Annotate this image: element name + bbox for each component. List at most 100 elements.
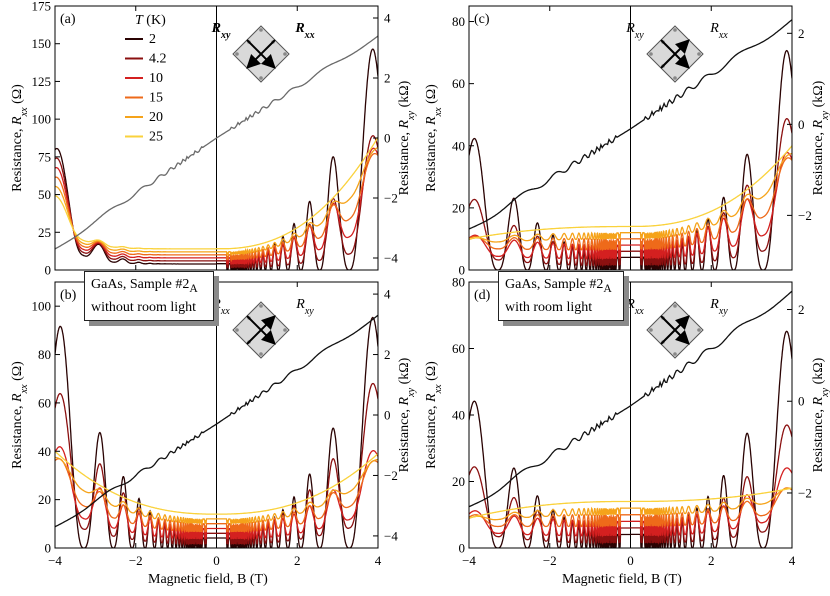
y-tick-label: 60 xyxy=(452,341,465,356)
y-tick-label: 0 xyxy=(45,541,52,556)
panel-label: (d) xyxy=(474,288,491,303)
x-tick-label: 0 xyxy=(627,553,634,568)
x-tick-label: −4 xyxy=(48,553,62,568)
inset-label: Rxy xyxy=(211,21,231,41)
rxx-curve-20K xyxy=(55,456,378,526)
contact-dot xyxy=(673,304,677,308)
inset-label: Rxx xyxy=(294,21,314,41)
current-arrow xyxy=(660,315,690,345)
rxx-curve-2K xyxy=(55,316,378,548)
rxy-hall-curve xyxy=(469,19,792,230)
legend-title: T (K) xyxy=(135,13,166,28)
contact-dot xyxy=(235,328,239,332)
y-tick-label: 100 xyxy=(32,299,52,314)
x-axis-label-right: Magnetic field, B (T) xyxy=(562,572,682,588)
y2-tick-label: −2 xyxy=(798,208,812,223)
y-tick-label: 80 xyxy=(452,275,465,290)
x-axis-label-left: Magnetic field, B (T) xyxy=(148,572,268,588)
y2-tick-label: 4 xyxy=(384,11,391,26)
x-tick-label: −2 xyxy=(543,553,557,568)
x-tick-label: −2 xyxy=(129,553,143,568)
rxx-curve-4_2K xyxy=(469,118,792,268)
x-axis-label-text: Magnetic field, B (T) xyxy=(562,572,682,587)
sample-info-box-b: GaAs, Sample #2A without room light xyxy=(84,271,214,321)
voltage-arrow xyxy=(246,39,276,69)
y2-tick-label: −2 xyxy=(384,468,398,483)
contact-dot xyxy=(649,52,653,56)
y-tick-label: 20 xyxy=(38,492,51,507)
y-tick-label: 25 xyxy=(38,225,51,240)
y-tick-label: 60 xyxy=(38,395,51,410)
rxx-curve-20K xyxy=(55,146,378,257)
rxx-curve-15K xyxy=(55,458,378,534)
legend-label: 20 xyxy=(149,110,163,125)
panel-label: (c) xyxy=(474,12,490,27)
y-tick-label: 20 xyxy=(452,474,465,489)
voltage-arrow xyxy=(246,315,276,345)
y-axis-label: Resistance, Rxx (Ω) xyxy=(10,84,30,192)
rxy-hall-curve xyxy=(55,35,378,250)
y2-tick-label: −2 xyxy=(384,191,398,206)
legend-label: 10 xyxy=(149,71,163,86)
y-tick-label: 100 xyxy=(32,112,52,127)
panel-c: 0 20 40 60 80 −2 0 2 Resistance, Rxx (Ω) Resistan… xyxy=(424,5,830,278)
inset-label: Rxy xyxy=(295,297,314,317)
x-tick-label: 2 xyxy=(708,553,715,568)
legend-label: 2 xyxy=(149,32,156,47)
x-tick-label: 0 xyxy=(213,553,220,568)
y2-axis-label: Resistance, Rxy (kΩ) xyxy=(397,357,417,472)
contact-dot xyxy=(259,76,263,80)
y2-tick-label: 0 xyxy=(384,408,391,423)
y-tick-label: 75 xyxy=(38,149,51,164)
rxx-curve-25K xyxy=(55,136,378,250)
contact-dot xyxy=(259,28,263,32)
contact-dot xyxy=(673,76,677,80)
curves xyxy=(469,330,792,548)
light-condition: with room light xyxy=(505,299,593,315)
inset-label: Rxx xyxy=(709,21,728,41)
voltage-arrow xyxy=(660,39,690,69)
panel-label: (b) xyxy=(60,288,77,303)
rxx-curve-15K xyxy=(469,157,792,252)
y2-axis-label: Resistance, Rxy (kΩ) xyxy=(811,80,830,195)
curves xyxy=(55,48,378,270)
current-arrow xyxy=(246,39,276,69)
inset-label: Rxx xyxy=(625,297,644,317)
rxx-curve-2K xyxy=(469,49,792,270)
light-condition: without room light xyxy=(91,299,196,315)
y2-tick-label: 0 xyxy=(384,131,391,146)
y2-tick-label: −4 xyxy=(384,251,398,266)
y2-tick-label: 0 xyxy=(798,117,805,132)
y-tick-label: 0 xyxy=(45,263,52,278)
contact-dot xyxy=(673,352,677,356)
rxx-curve-10K xyxy=(469,151,792,261)
y-tick-label: 80 xyxy=(38,347,51,362)
contact-dot xyxy=(673,28,677,32)
rxx-curve-15K xyxy=(55,152,378,263)
rxx-curve-10K xyxy=(55,446,378,541)
y2-tick-label: 4 xyxy=(384,287,391,302)
y-tick-label: 20 xyxy=(452,200,465,215)
panel-label: (a) xyxy=(60,12,76,27)
legend: T (K) 2 4.2 10 15 20 25 xyxy=(125,13,167,145)
current-arrow xyxy=(246,315,276,345)
contact-dot xyxy=(697,328,701,332)
y-axis-label: Resistance, Rxx (Ω) xyxy=(424,361,444,469)
contact-inset: Rxy Rxx xyxy=(211,21,315,83)
rxx-curve-10K xyxy=(469,467,792,539)
curves xyxy=(469,49,792,270)
y2-tick-label: −4 xyxy=(384,528,398,543)
y2-axis-label: Resistance, Rxy (kΩ) xyxy=(397,80,417,195)
y-tick-label: 150 xyxy=(32,36,52,51)
legend-label: 4.2 xyxy=(149,52,167,67)
x-axis-label-text: Magnetic field, B (T) xyxy=(148,572,268,587)
y-tick-label: 60 xyxy=(452,76,465,91)
y-tick-label: 40 xyxy=(38,444,51,459)
y-axis-label: Resistance, Rxx (Ω) xyxy=(10,361,30,469)
sample-name: GaAs, Sample #2A xyxy=(505,277,612,295)
y-tick-label: 80 xyxy=(452,14,465,29)
inset-label: Rxy xyxy=(625,21,644,41)
y2-tick-label: 0 xyxy=(798,394,805,409)
